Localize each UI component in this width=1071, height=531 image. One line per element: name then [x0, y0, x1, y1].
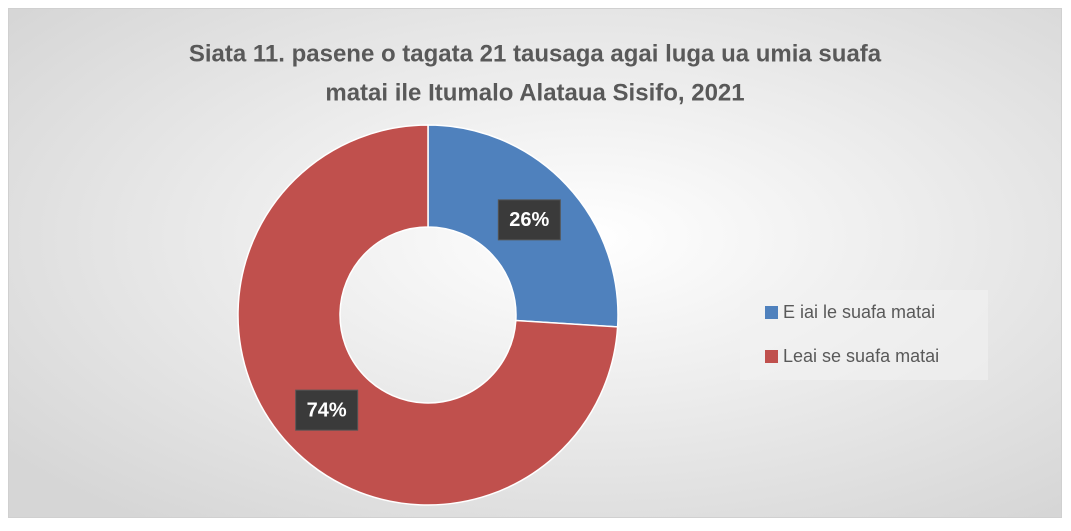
data-label: 74% [307, 399, 347, 421]
data-label-box [295, 389, 359, 431]
legend-label: E iai le suafa matai [783, 302, 935, 322]
data-label-box [497, 199, 561, 241]
chart-title: Siata 11. pasene o tagata 21 tausaga aga… [189, 40, 882, 67]
legend-label: Leai se suafa matai [783, 346, 939, 366]
legend-swatch [765, 350, 778, 363]
chart-title: matai ile Itumalo Alataua Sisifo, 2021 [325, 79, 744, 106]
data-label: 26% [509, 209, 549, 231]
legend-box [740, 290, 988, 380]
legend-swatch [765, 306, 778, 319]
